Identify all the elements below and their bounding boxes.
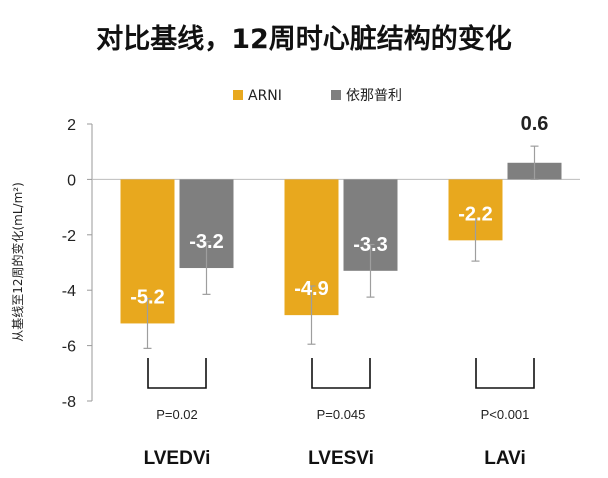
y-tick-label: -4	[62, 283, 76, 300]
p-value-label: P=0.02	[156, 407, 198, 422]
category-label: LAVi	[484, 448, 526, 469]
y-tick-label: -8	[62, 394, 76, 411]
data-label: 0.6	[521, 113, 549, 135]
legend-label: ARNI	[248, 88, 282, 104]
data-label: -3.2	[189, 231, 223, 253]
p-value-label: P<0.001	[481, 407, 530, 422]
data-label: -2.2	[458, 203, 492, 225]
y-axis-label: 从基线至12周的变化(mL/m²)	[10, 182, 25, 342]
chart-title: 对比基线，12周时心脏结构的变化	[96, 23, 512, 55]
legend-swatch	[233, 90, 243, 100]
significance-bracket	[311, 358, 371, 389]
data-label: -4.9	[294, 278, 328, 300]
category-label: LVEDVi	[144, 448, 211, 469]
y-tick-label: -6	[62, 339, 76, 356]
y-tick-label: 2	[67, 117, 76, 134]
y-tick-label: 0	[67, 172, 76, 189]
data-label: -3.3	[353, 234, 387, 256]
significance-bracket	[147, 358, 207, 389]
legend: ARNI 依那普利	[233, 88, 402, 104]
data-label: -5.2	[130, 286, 164, 308]
category-label: LVESVi	[308, 448, 374, 469]
legend-swatch	[331, 90, 341, 100]
annotations: P=0.02 LVEDVi P=0.045 LVESVi P<0.001 LAVi	[144, 358, 535, 469]
bars: -5.2 -3.2 -4.9 -3.3 -2.2 0.6	[120, 113, 562, 349]
p-value-label: P=0.045	[317, 407, 366, 422]
legend-label: 依那普利	[346, 88, 402, 104]
y-tick-label: -2	[62, 228, 76, 245]
significance-bracket	[475, 358, 535, 389]
